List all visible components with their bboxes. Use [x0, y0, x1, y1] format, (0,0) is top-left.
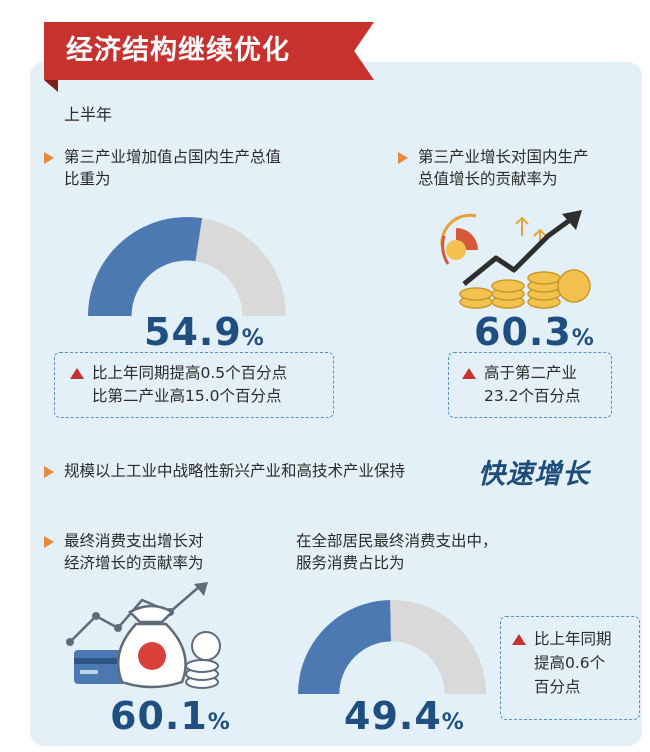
gauge-remainder-segment: [390, 600, 486, 694]
bullet-icon: [44, 466, 54, 478]
service-note-box: [500, 616, 640, 720]
service-consumption-value: 49.4%: [344, 694, 465, 738]
gauge-fill-segment: [88, 217, 203, 316]
banner-fold: [44, 80, 58, 92]
tertiary-share-note-1: 比上年同期提高0.5个百分点: [92, 364, 288, 382]
tertiary-contribution-note-box: [448, 352, 612, 418]
consumption-value: 60.1%: [110, 694, 231, 738]
period-label: 上半年: [64, 105, 113, 124]
gauge-fill-segment: [298, 600, 392, 694]
service-note-1: 比上年同期: [534, 630, 612, 648]
service-label-2: 服务消费占比为: [296, 554, 405, 572]
bullet-icon: [44, 536, 54, 548]
service-label-1: 在全部居民最终消费支出中，: [296, 532, 498, 550]
red-up-triangle-icon: [512, 634, 526, 645]
industry-highlight: 快速增长: [478, 459, 590, 490]
bullet-icon: [44, 152, 54, 164]
tertiary-contribution-label-2: 总值增长的贡献率为: [418, 170, 558, 188]
tertiary-share-gauge: [88, 217, 286, 316]
page-title: 经济结构继续优化: [66, 35, 290, 66]
service-consumption-gauge: [298, 600, 486, 694]
money-bag-icon: [66, 582, 221, 689]
tertiary-contribution-note-2: 23.2个百分点: [484, 387, 581, 405]
industry-text: 规模以上工业中战略性新兴产业和高技术产业保持: [64, 462, 406, 480]
tertiary-share-note-box: [54, 352, 334, 418]
tertiary-share-label-1: 第三产业增加值占国内生产总值: [64, 148, 282, 166]
consumption-label-1: 最终消费支出增长对: [64, 532, 204, 550]
tertiary-contribution-value: 60.3%: [474, 310, 595, 354]
red-up-triangle-icon: [70, 368, 84, 379]
tertiary-share-value: 54.9%: [144, 310, 265, 354]
tertiary-share-label-2: 比重为: [64, 170, 111, 188]
tertiary-contribution-label-1: 第三产业增长对国内生产: [418, 148, 589, 166]
coins-growth-chart-icon: [440, 210, 591, 309]
consumption-label-2: 经济增长的贡献率为: [64, 554, 204, 572]
service-note-2: 提高0.6个: [534, 654, 606, 672]
title-banner: [44, 22, 374, 80]
tertiary-share-note-2: 比第二产业高15.0个百分点: [92, 387, 282, 405]
bullet-icon: [398, 152, 408, 164]
tertiary-contribution-note-1: 高于第二产业: [484, 364, 578, 382]
red-up-triangle-icon: [462, 368, 476, 379]
gauge-remainder-segment: [195, 218, 286, 316]
service-note-3: 百分点: [534, 678, 581, 696]
